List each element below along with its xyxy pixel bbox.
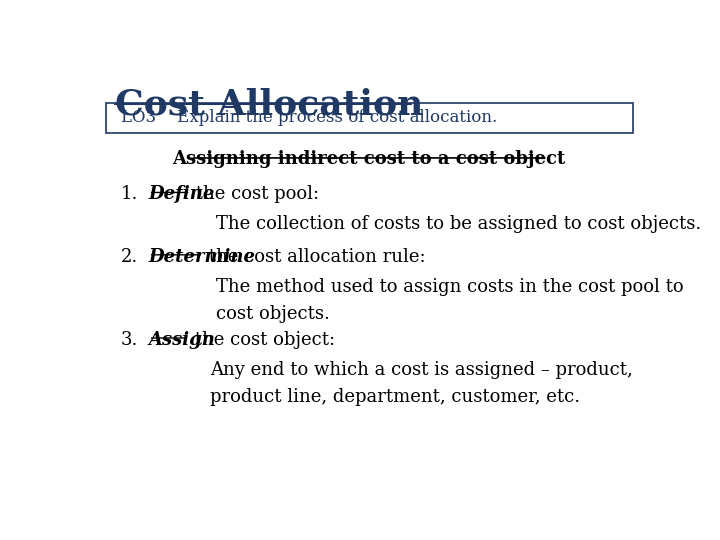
Text: The collection of costs to be assigned to cost objects.: The collection of costs to be assigned t…	[215, 215, 701, 233]
FancyBboxPatch shape	[106, 104, 633, 133]
Text: LO3    Explain the process of cost allocation.: LO3 Explain the process of cost allocati…	[121, 109, 497, 126]
Text: Cost Allocation: Cost Allocation	[115, 87, 423, 122]
Text: Determine: Determine	[148, 248, 256, 266]
Text: the cost pool:: the cost pool:	[190, 185, 320, 204]
Text: 1.: 1.	[121, 185, 138, 204]
Text: product line, department, customer, etc.: product line, department, customer, etc.	[210, 388, 580, 406]
Text: Define: Define	[148, 185, 215, 204]
Text: Assign: Assign	[148, 331, 215, 349]
Text: 3.: 3.	[121, 331, 138, 349]
Text: The method used to assign costs in the cost pool to: The method used to assign costs in the c…	[215, 278, 683, 296]
Text: 2.: 2.	[121, 248, 138, 266]
Text: the cost allocation rule:: the cost allocation rule:	[203, 248, 426, 266]
Text: the cost object:: the cost object:	[189, 331, 336, 349]
Text: cost objects.: cost objects.	[215, 305, 330, 323]
Text: Any end to which a cost is assigned – product,: Any end to which a cost is assigned – pr…	[210, 361, 633, 379]
Text: Assigning indirect cost to a cost object: Assigning indirect cost to a cost object	[172, 150, 566, 168]
